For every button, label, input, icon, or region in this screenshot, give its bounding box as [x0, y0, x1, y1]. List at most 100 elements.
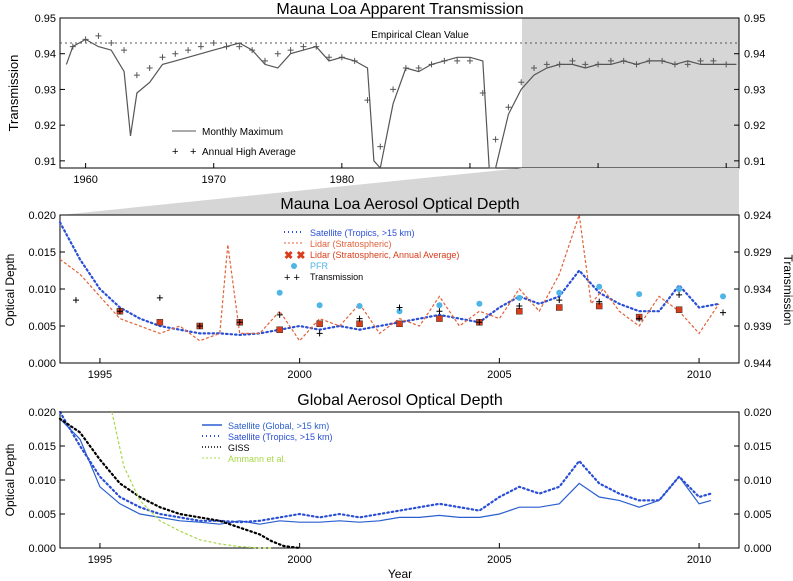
p2-ytick-label: 0.005 — [28, 321, 56, 333]
p1-ytick-label: 0.94 — [35, 49, 56, 61]
global-aod-panel: Global Aerosol Optical Depth Optical Dep… — [3, 392, 772, 581]
p2-legend-swatch-lidar-avg: ✖ ✖ — [284, 250, 306, 262]
p2-s2-point — [556, 304, 563, 311]
p1-s1-point — [287, 47, 294, 54]
p3-s3-line — [111, 411, 272, 549]
p1-s1-point — [390, 86, 397, 93]
p2-s3-point — [556, 289, 563, 296]
p1-s1-point — [69, 43, 76, 50]
p2-s2-point — [436, 315, 443, 322]
p1-xtick-label: 1970 — [201, 174, 225, 186]
p3-ytick-right-label: 0.010 — [744, 475, 772, 487]
p1-s1-point — [697, 57, 704, 64]
mauna-loa-aod-panel: Mauna Loa Aerosol Optical Depth Optical … — [3, 196, 793, 381]
p1-s1-point — [415, 65, 422, 71]
p2-legend-transmission: Transmission — [310, 272, 363, 282]
p2-s4-point — [72, 297, 79, 304]
p1-s1-point — [518, 79, 525, 86]
p1-s1-point — [454, 57, 461, 64]
p2-xtick-label: 2000 — [287, 369, 311, 381]
p2-ytick-right-label: 0.934 — [744, 284, 772, 296]
p2-ytick-label: 0.015 — [28, 247, 56, 259]
p3-title: Global Aerosol Optical Depth — [297, 392, 502, 409]
p2-legend-pfr: PFR — [310, 261, 329, 271]
p2-s3-point — [356, 303, 363, 310]
p1-s1-point — [582, 61, 589, 68]
p1-s0-line — [65, 38, 737, 170]
p3-plot-frame — [59, 411, 740, 549]
p2-ytick-right-label: 0.939 — [744, 321, 772, 333]
p3-legend: Satellite (Global, >15 km) Satellite (Tr… — [202, 421, 332, 464]
p2-s3-point — [636, 291, 643, 298]
p2-s3-point — [436, 302, 443, 309]
p2-legend-lidar-avg: Lidar (Stratospheric, Annual Average) — [310, 250, 459, 260]
p1-s1-point — [633, 61, 640, 68]
p2-s4-point — [116, 308, 123, 315]
p1-s1-point — [185, 47, 192, 54]
p3-xtick-label: 2000 — [287, 554, 311, 566]
p1-legend: Monthly Maximum + + Annual High Average — [172, 127, 296, 158]
p2-s3-point — [276, 289, 283, 296]
p3-xtick-label: 1995 — [88, 554, 112, 566]
p1-s1-point — [326, 54, 333, 61]
p2-s4-point — [556, 297, 563, 304]
p2-ytick-right-label: 0.929 — [744, 247, 772, 259]
p2-ylabel: Optical Depth — [3, 254, 17, 327]
p3-s2-line — [58, 417, 301, 550]
p1-ytick-right-label: 0.94 — [744, 49, 765, 61]
p1-ytick-label: 0.92 — [35, 120, 56, 132]
p2-plot-frame — [59, 214, 740, 364]
p2-s3-point — [316, 302, 323, 309]
p1-s1-point — [146, 65, 153, 71]
p2-legend: Satellite (Tropics, >15 km) Lidar (Strat… — [284, 228, 459, 284]
p1-ylabel: Transmission — [6, 55, 21, 132]
p1-s1-point — [556, 61, 563, 68]
p2-s4-point — [156, 294, 163, 301]
p2-s2-point — [675, 306, 683, 313]
p2-s1-line — [59, 214, 720, 342]
p1-s1-point — [505, 104, 512, 111]
p2-legend-lidar: Lidar (Stratospheric) — [310, 239, 392, 249]
p2-s4-point — [396, 304, 403, 311]
p2-ytick-label: 0.010 — [28, 284, 56, 296]
p2-s4-point — [516, 303, 523, 310]
p1-ytick-label: 0.91 — [35, 156, 56, 168]
p2-s4-point — [476, 319, 483, 326]
p2-s2-point — [396, 320, 403, 328]
p2-s2-point — [156, 319, 164, 326]
p2-s4-point — [436, 308, 443, 315]
p3-ytick-label: 0.000 — [28, 543, 56, 555]
p1-s1-point — [261, 57, 268, 64]
p1-s1-point — [300, 43, 307, 50]
p2-s3-point — [476, 300, 483, 307]
p3-legend-giss: GISS — [228, 443, 250, 453]
p1-s1-point — [659, 57, 666, 64]
p1-s1-point — [82, 36, 89, 43]
p1-s1-point — [377, 143, 384, 150]
p2-s2-point — [516, 307, 523, 315]
p1-s1-point — [684, 61, 691, 68]
p1-s1-point — [159, 54, 166, 61]
p2-s3-point — [720, 293, 727, 300]
p1-s1-point — [210, 40, 217, 46]
p1-s1-point — [402, 65, 409, 71]
clean-value-label: Empirical Clean Value — [371, 30, 469, 41]
p2-s4-point — [236, 319, 243, 326]
p1-title: Mauna Loa Apparent Transmission — [276, 1, 523, 18]
p2-ytick-label: 0.000 — [28, 358, 56, 370]
p2-s4-point — [596, 298, 603, 305]
p3-ytick-label: 0.015 — [28, 441, 56, 453]
p2-s3-point — [396, 308, 403, 315]
transmission-panel: Mauna Loa Apparent Transmission Transmis… — [6, 1, 765, 186]
p1-s1-point — [492, 136, 499, 143]
p1-s1-point — [671, 61, 678, 68]
p3-ytick-label: 0.010 — [28, 475, 56, 487]
p1-ytick-label: 0.93 — [35, 84, 56, 96]
p1-legend-cross-swatch-2: + — [190, 146, 196, 158]
p2-xtick-label: 1995 — [88, 369, 112, 381]
p3-xlabel: Year — [388, 567, 412, 581]
p3-xtick-label: 2010 — [687, 554, 711, 566]
p1-s1-point — [531, 65, 538, 71]
p1-s1-point — [197, 43, 204, 50]
p3-s1-line — [58, 410, 713, 524]
